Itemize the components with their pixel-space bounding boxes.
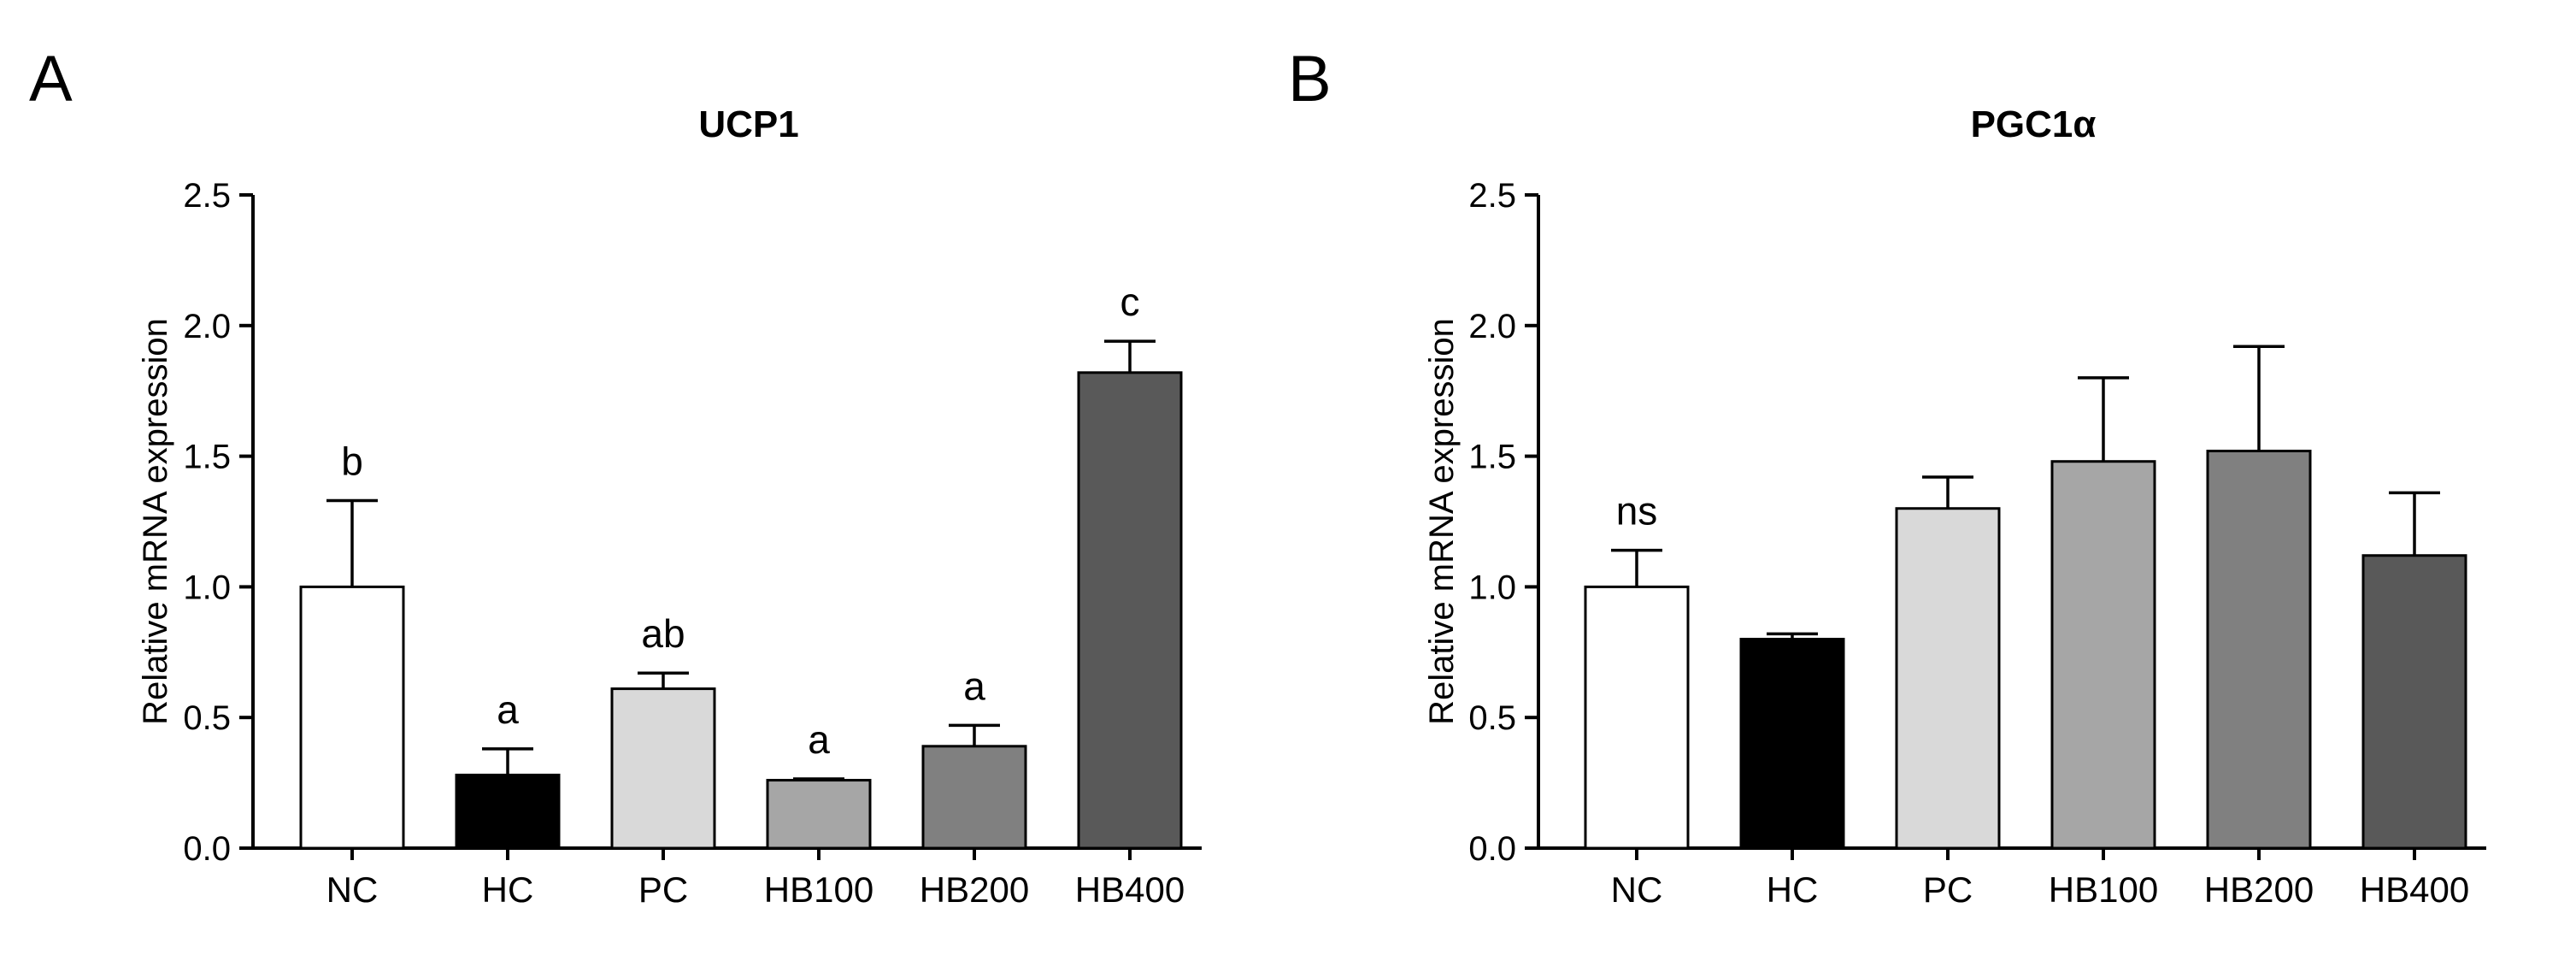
bar-hb200 — [921, 745, 1027, 850]
chart-title: PGC1α — [1971, 103, 2097, 145]
bar-hb400 — [2361, 554, 2467, 850]
x-tick-label: HB100 — [2049, 870, 2158, 910]
y-tick-label: 0.0 — [183, 830, 231, 868]
y-tick-label: 1.5 — [183, 439, 231, 476]
panel-letter-b: B — [1288, 43, 1332, 115]
bar-hb100 — [766, 779, 872, 850]
x-tick-label: HB100 — [764, 870, 873, 910]
y-tick-label: 1.0 — [1468, 569, 1516, 606]
bar-hb100 — [2050, 460, 2156, 850]
significance-label: b — [341, 439, 363, 484]
y-tick-label: 0.0 — [1468, 830, 1516, 868]
significance-label: a — [963, 663, 985, 708]
significance-label: ns — [1616, 489, 1658, 534]
x-tick-label: HB400 — [1075, 870, 1185, 910]
x-tick-label: HC — [1767, 870, 1819, 910]
y-tick-label: 2.5 — [1468, 177, 1516, 215]
x-tick-label: NC — [326, 870, 379, 910]
bar-hb200 — [2206, 449, 2312, 850]
x-tick-label: HB400 — [2360, 870, 2469, 910]
bar-nc — [1584, 585, 1690, 850]
x-tick-label: PC — [638, 870, 688, 910]
y-tick-label: 1.0 — [183, 569, 231, 606]
y-tick-label: 1.5 — [1468, 439, 1516, 476]
bar-pc — [610, 687, 716, 850]
bar-hb400 — [1077, 371, 1183, 850]
significance-label: a — [497, 687, 519, 732]
x-tick-label: HB200 — [2204, 870, 2314, 910]
bar-nc — [299, 585, 405, 850]
y-tick-label: 2.0 — [1468, 308, 1516, 345]
y-tick-label: 0.5 — [1468, 699, 1516, 737]
y-tick-label: 2.5 — [183, 177, 231, 215]
significance-label: ab — [641, 611, 685, 656]
bar-pc — [1895, 507, 2001, 850]
chart-pgc1a: PGC1α Relative mRNA expression 0.0 0.5 1.0 1.… — [1423, 103, 2486, 910]
y-tick-label: 2.0 — [183, 308, 231, 345]
chart-ucp1: UCP1 Relative mRNA expression 0.0 0.5 1.0 1.5… — [137, 103, 1202, 910]
significance-label: c — [1120, 280, 1140, 324]
bar-hc — [1739, 638, 1845, 850]
bar-hc — [455, 773, 561, 850]
x-tick-label: HC — [482, 870, 534, 910]
x-tick-label: HB200 — [920, 870, 1029, 910]
y-tick-label: 0.5 — [183, 699, 231, 737]
panel-letter-a: A — [29, 43, 73, 115]
y-axis-label: Relative mRNA expression — [1423, 318, 1461, 725]
x-tick-label: NC — [1611, 870, 1663, 910]
chart-title: UCP1 — [698, 103, 798, 145]
x-tick-label: PC — [1923, 870, 1973, 910]
y-axis-label: Relative mRNA expression — [137, 318, 174, 725]
significance-label: a — [808, 717, 830, 762]
